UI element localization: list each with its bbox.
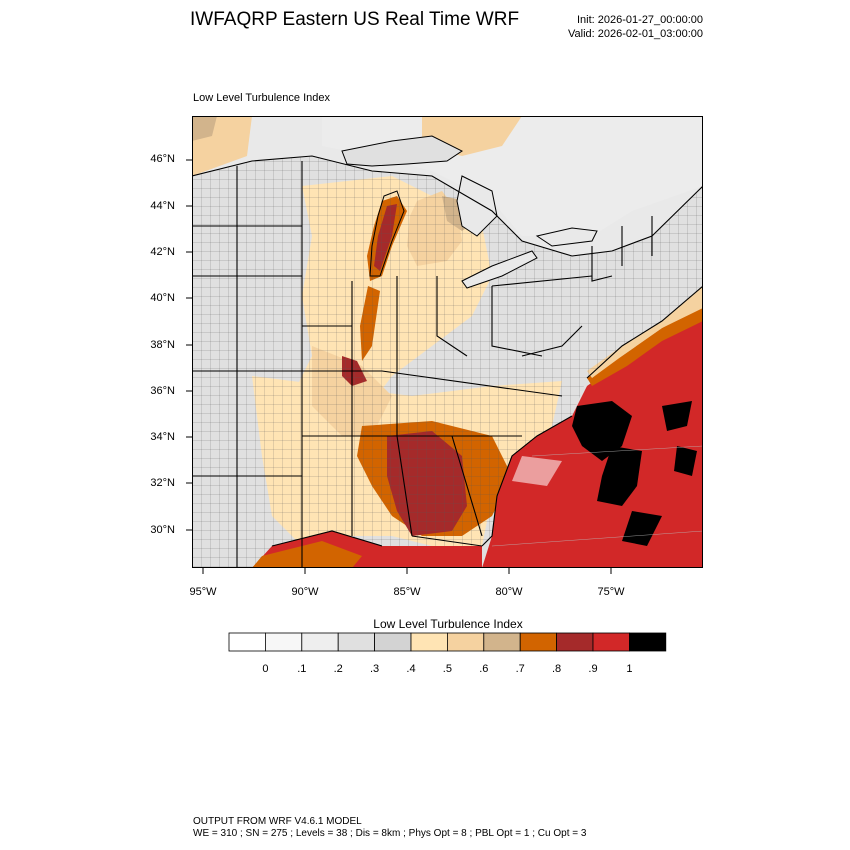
model-version: OUTPUT FROM WRF V4.6.1 MODEL [193,816,362,827]
colorbar-swatch [483,632,521,652]
colorbar-swatch [301,632,339,652]
turbulence-map [192,116,703,568]
colorbar-tick-label: .6 [479,663,489,675]
northwest-brown-patch [192,116,217,141]
offshore-black-patch-5 [674,446,697,476]
lon-label-75: 75°W [597,586,625,598]
colorbar-tick-label: .7 [515,663,525,675]
colorbar-tick-label: .8 [552,663,562,675]
valid-time: Valid: 2026-02-01_03:00:00 [568,28,703,40]
lat-label-40: 40°N [150,292,175,304]
colorbar-tick-label: 1 [626,663,633,675]
lat-label-30: 30°N [150,524,175,536]
coastal-orange-band [587,306,703,386]
map-title: IWFAQRP Eastern US Real Time WRF [190,9,520,30]
lon-label-90: 90°W [291,586,319,598]
colorbar-tick-label: .1 [297,663,307,675]
lat-label-34: 34°N [150,431,175,443]
colorbar-swatch [228,632,266,652]
init-time: Init: 2026-01-27_00:00:00 [577,14,703,26]
offshore-black-patch-2 [597,446,642,506]
county-boundaries [192,156,703,568]
lon-label-95: 95°W [189,586,217,598]
lake-michigan-outline [369,190,405,277]
lat-label-42: 42°N [150,246,175,258]
lon-label-85: 85°W [393,586,421,598]
lon-label-80: 80°W [495,586,523,598]
offshore-black-patch-3 [662,401,692,431]
colorbar-swatch [556,632,594,652]
colorbar-tick-label: .3 [370,663,380,675]
colorbar-swatch [265,632,303,652]
lat-label-46: 46°N [150,153,175,165]
colorbar-swatch [374,632,412,652]
graticule [491,445,703,547]
model-info: OUTPUT FROM WRF V4.6.1 MODEL WE = 310 ; … [193,816,586,840]
lat-label-44: 44°N [150,200,175,212]
colorbar-swatch [410,632,448,652]
run-times: Init: 2026-01-27_00:00:00 Valid: 2026-02… [540,13,703,41]
lake-ontario [535,227,598,247]
offshore-black-patch-1 [572,401,632,461]
colorbar-tick-label: .5 [442,663,452,675]
offshore-light-patch [512,456,562,486]
colorbar-swatch [592,632,630,652]
offshore-black-patch-4 [622,511,662,546]
lat-label-38: 38°N [150,339,175,351]
colorbar-swatch [519,632,558,652]
colorbar-swatch [337,632,375,652]
lake-erie [461,250,538,289]
map-panel [192,116,703,568]
lat-label-36: 36°N [150,385,175,397]
gulf-orange-edge [252,541,362,568]
colorbar-swatch [628,632,667,652]
lake-superior [341,135,463,167]
panel-title: Low Level Turbulence Index [193,92,330,104]
state-boundaries [192,155,703,568]
colorbar-tick-label: .4 [406,663,416,675]
model-config: WE = 310 ; SN = 275 ; Levels = 38 ; Dis … [193,828,587,839]
colorbar-title: Low Level Turbulence Index [373,617,523,631]
lake-huron [456,175,498,237]
colorbar-tick-label: 0 [262,663,269,675]
map-frame [192,116,703,568]
lat-label-32: 32°N [150,477,175,489]
colorbar [228,632,667,652]
colorbar-swatch [446,632,485,652]
colorbar-tick-label: .2 [333,663,343,675]
colorbar-tick-label: .9 [588,663,598,675]
